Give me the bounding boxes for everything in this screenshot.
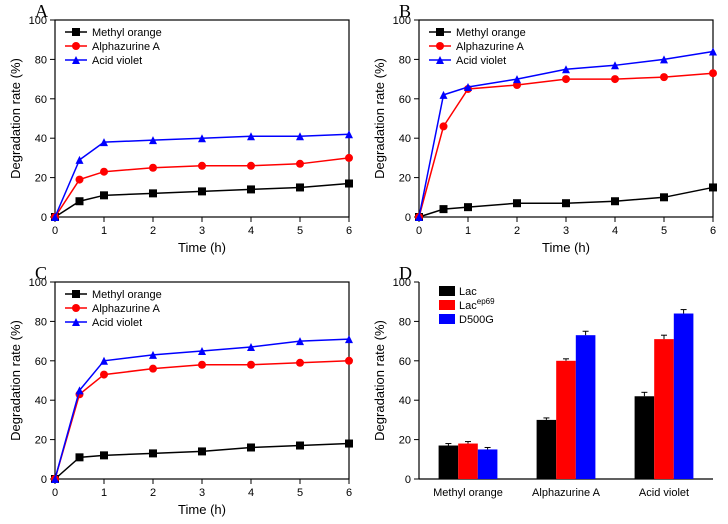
panel-label: C <box>35 263 47 283</box>
bar-chart-panel-D: 020406080100Degradation rate (%)DMethyl … <box>364 262 728 524</box>
svg-text:5: 5 <box>661 225 667 237</box>
svg-text:6: 6 <box>346 225 352 237</box>
svg-text:Degradation rate (%): Degradation rate (%) <box>372 58 387 179</box>
svg-text:0: 0 <box>41 474 47 486</box>
svg-text:Methyl orange: Methyl orange <box>92 289 162 301</box>
svg-text:60: 60 <box>399 94 411 106</box>
svg-text:3: 3 <box>199 225 205 237</box>
svg-text:Lac: Lac <box>459 286 477 298</box>
svg-text:4: 4 <box>248 225 254 237</box>
svg-text:6: 6 <box>346 487 352 499</box>
svg-text:0: 0 <box>52 225 58 237</box>
bar <box>556 361 576 479</box>
svg-text:40: 40 <box>399 133 411 145</box>
panel-label: B <box>399 1 411 21</box>
svg-text:Acid violet: Acid violet <box>92 55 142 67</box>
svg-text:4: 4 <box>248 487 254 499</box>
svg-text:0: 0 <box>405 474 411 486</box>
svg-text:4: 4 <box>612 225 618 237</box>
svg-text:Degradation rate (%): Degradation rate (%) <box>372 320 387 441</box>
svg-text:0: 0 <box>52 487 58 499</box>
svg-text:80: 80 <box>399 316 411 328</box>
svg-text:Acid violet: Acid violet <box>639 487 689 499</box>
svg-text:2: 2 <box>150 225 156 237</box>
svg-text:20: 20 <box>399 435 411 447</box>
svg-text:6: 6 <box>710 225 716 237</box>
svg-text:3: 3 <box>199 487 205 499</box>
svg-text:Alphazurine A: Alphazurine A <box>456 41 525 53</box>
svg-text:80: 80 <box>35 316 47 328</box>
bar <box>654 339 674 479</box>
svg-text:Methyl orange: Methyl orange <box>92 27 162 39</box>
svg-text:5: 5 <box>297 225 303 237</box>
svg-text:Methyl orange: Methyl orange <box>456 27 526 39</box>
svg-text:Time (h): Time (h) <box>178 502 226 517</box>
bar <box>674 314 694 479</box>
line-chart-panel-A: 0123456020406080100Time (h)Degradation r… <box>0 0 364 262</box>
svg-text:20: 20 <box>399 173 411 185</box>
svg-text:D500G: D500G <box>459 314 494 326</box>
svg-text:Acid violet: Acid violet <box>92 317 142 329</box>
svg-text:D: D <box>399 263 412 283</box>
bar <box>458 444 478 479</box>
svg-text:5: 5 <box>297 487 303 499</box>
bar <box>635 396 655 479</box>
svg-text:Alphazurine A: Alphazurine A <box>92 41 161 53</box>
line-chart-panel-C: 0123456020406080100Time (h)Degradation r… <box>0 262 364 524</box>
bar <box>439 446 459 479</box>
svg-text:1: 1 <box>101 225 107 237</box>
svg-text:0: 0 <box>405 212 411 224</box>
svg-text:Alphazurine A: Alphazurine A <box>92 303 161 315</box>
svg-text:Alphazurine A: Alphazurine A <box>532 487 601 499</box>
svg-text:3: 3 <box>563 225 569 237</box>
svg-text:Methyl orange: Methyl orange <box>433 487 503 499</box>
svg-text:Degradation rate (%): Degradation rate (%) <box>8 58 23 179</box>
svg-text:Acid violet: Acid violet <box>456 55 506 67</box>
svg-text:40: 40 <box>399 395 411 407</box>
svg-text:40: 40 <box>35 133 47 145</box>
panel-label: A <box>35 1 48 21</box>
svg-text:60: 60 <box>35 94 47 106</box>
svg-text:Lacep69: Lacep69 <box>459 297 495 312</box>
svg-text:80: 80 <box>399 54 411 66</box>
svg-text:20: 20 <box>35 435 47 447</box>
svg-text:60: 60 <box>399 356 411 368</box>
svg-text:20: 20 <box>35 173 47 185</box>
svg-text:1: 1 <box>465 225 471 237</box>
svg-text:2: 2 <box>150 487 156 499</box>
bar <box>478 449 498 479</box>
svg-text:0: 0 <box>416 225 422 237</box>
svg-text:80: 80 <box>35 54 47 66</box>
svg-text:Time (h): Time (h) <box>542 240 590 255</box>
svg-text:2: 2 <box>514 225 520 237</box>
svg-text:1: 1 <box>101 487 107 499</box>
bar <box>576 335 596 479</box>
svg-text:60: 60 <box>35 356 47 368</box>
line-chart-panel-B: 0123456020406080100Time (h)Degradation r… <box>364 0 728 262</box>
bar <box>537 420 557 479</box>
svg-text:40: 40 <box>35 395 47 407</box>
svg-text:Time (h): Time (h) <box>178 240 226 255</box>
svg-text:Degradation rate (%): Degradation rate (%) <box>8 320 23 441</box>
svg-text:0: 0 <box>41 212 47 224</box>
